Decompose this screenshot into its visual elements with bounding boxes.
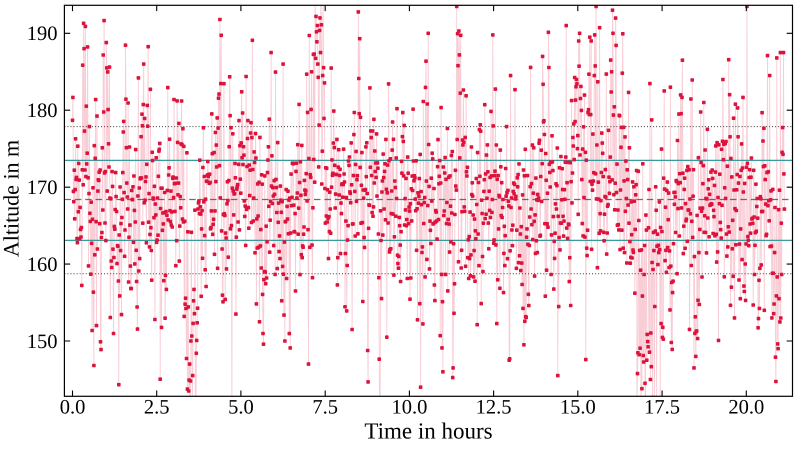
svg-text:160: 160: [27, 254, 58, 276]
svg-text:190: 190: [27, 23, 58, 45]
svg-text:5.0: 5.0: [228, 397, 254, 419]
svg-text:17.5: 17.5: [644, 397, 680, 419]
svg-text:20.0: 20.0: [728, 397, 764, 419]
svg-text:180: 180: [27, 100, 58, 122]
svg-text:Time in hours: Time in hours: [364, 419, 492, 444]
svg-text:170: 170: [27, 177, 58, 199]
svg-text:7.5: 7.5: [312, 397, 338, 419]
svg-text:150: 150: [27, 331, 58, 353]
svg-text:0.0: 0.0: [60, 397, 86, 419]
svg-text:2.5: 2.5: [144, 397, 170, 419]
svg-text:15.0: 15.0: [560, 397, 596, 419]
svg-text:Altitude in m: Altitude in m: [0, 140, 24, 257]
svg-text:12.5: 12.5: [476, 397, 512, 419]
svg-text:10.0: 10.0: [391, 397, 427, 419]
